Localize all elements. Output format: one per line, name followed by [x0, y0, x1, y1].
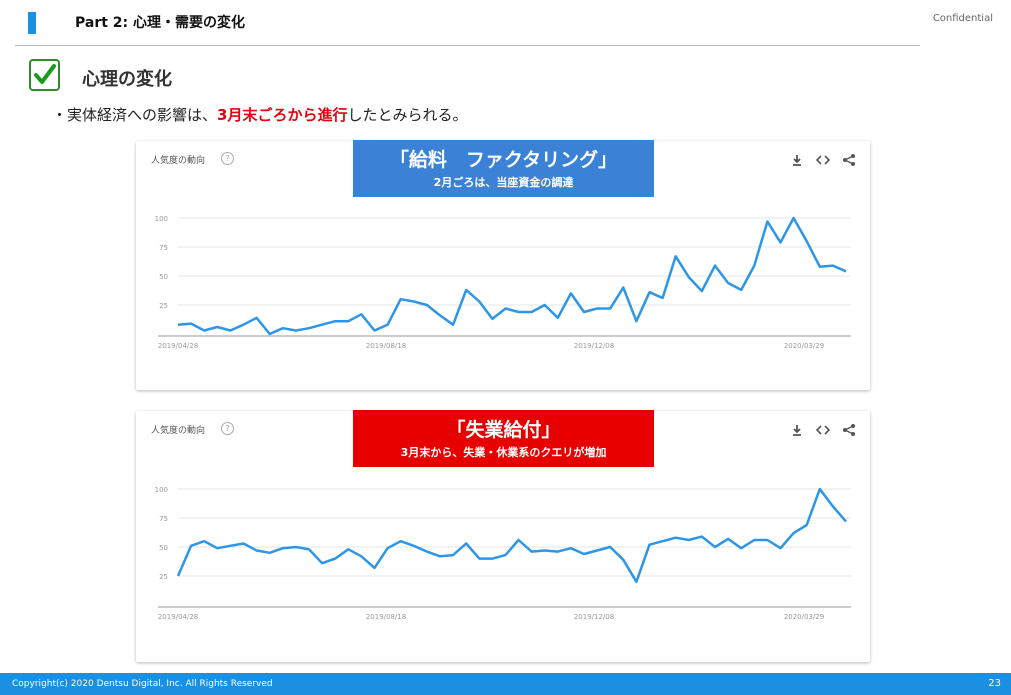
copyright-text: Copyright(c) 2020 Dentsu Digital, Inc. A…: [12, 679, 273, 689]
panel-toolbar: [790, 152, 858, 166]
x-tick-label: 2019/08/18: [366, 613, 406, 621]
y-tick-label: 25: [159, 573, 168, 581]
x-tick-label: 2019/04/28: [158, 613, 198, 621]
panel-label: 人気度の動向: [151, 426, 206, 436]
callout-title: 「失業給付」: [446, 419, 561, 441]
checkbox-icon: [29, 59, 60, 91]
x-tick-label: 2020/03/29: [784, 613, 824, 621]
section-title: 心理の変化: [82, 69, 172, 90]
panel-toolbar: [790, 422, 858, 436]
trend-line-chart-1: 25 50 75 100 2019/04/28 2019/08/18 2019/12/08 2…: [155, 215, 851, 350]
y-tick-label: 25: [159, 302, 168, 310]
help-icon[interactable]: ?: [221, 422, 234, 435]
callout-subtitle: 3月末から、失業・休業系のクエリが増加: [400, 446, 607, 459]
y-tick-label: 50: [159, 273, 168, 281]
callout-subtitle: 2月ごろは、当座資金の調達: [433, 176, 574, 189]
embed-code-icon[interactable]: [815, 152, 832, 166]
x-tick-label: 2019/04/28: [158, 342, 198, 350]
callout-unemployment-benefit: 「失業給付」 3月末から、失業・休業系のクエリが増加: [353, 410, 654, 467]
part-title: Part 2: 心理・需要の変化: [75, 15, 246, 31]
x-tick-label: 2019/12/08: [574, 613, 614, 621]
y-tick-label: 100: [155, 486, 168, 494]
header-divider: [15, 45, 920, 46]
download-icon[interactable]: [790, 152, 806, 166]
x-tick-label: 2020/03/29: [784, 342, 824, 350]
confidential-label: Confidential: [932, 13, 993, 24]
y-tick-label: 100: [155, 215, 168, 223]
trend-line-chart-2: 25 50 75 100 2019/04/28 2019/08/18 2019/12/08 2…: [155, 486, 851, 621]
footer-bar: Copyright(c) 2020 Dentsu Digital, Inc. A…: [0, 673, 1011, 695]
y-tick-label: 75: [159, 244, 168, 252]
share-icon[interactable]: [842, 152, 858, 166]
series-line: [177, 216, 847, 336]
header-accent-bar: [28, 12, 36, 34]
bullet-highlight: 3月末ごろから進行: [217, 106, 348, 124]
bullet-text: ・実体経済への影響は、3月末ごろから進行したとみられる。: [52, 104, 467, 125]
panel-label: 人気度の動向: [151, 156, 206, 166]
y-tick-label: 75: [159, 515, 168, 523]
series-line: [176, 487, 847, 584]
help-icon[interactable]: ?: [221, 152, 234, 165]
x-tick-label: 2019/08/18: [366, 342, 406, 350]
y-tick-label: 50: [159, 544, 168, 552]
page-number: 23: [988, 678, 1001, 689]
share-icon[interactable]: [842, 422, 858, 436]
bullet-suffix: したとみられる。: [347, 106, 468, 124]
x-tick-label: 2019/12/08: [574, 342, 614, 350]
callout-salary-factoring: 「給料 ファクタリング」 2月ごろは、当座資金の調達: [353, 140, 654, 197]
embed-code-icon[interactable]: [815, 422, 832, 436]
download-icon[interactable]: [790, 422, 806, 436]
callout-title: 「給料 ファクタリング」: [389, 149, 618, 171]
bullet-prefix: ・実体経済への影響は、: [52, 106, 218, 124]
